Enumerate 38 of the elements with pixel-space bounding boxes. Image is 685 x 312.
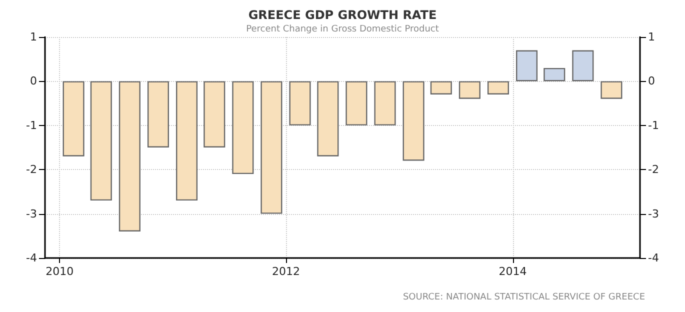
bar <box>260 81 282 214</box>
bar <box>458 81 480 99</box>
y-tick-label: -4 <box>26 252 37 264</box>
bar <box>176 81 198 201</box>
y2-tick-label: -2 <box>648 163 659 176</box>
bar <box>516 50 538 82</box>
source-note: SOURCE: NATIONAL STATISTICAL SERVICE OF GREECE <box>402 292 646 302</box>
bar <box>204 81 226 148</box>
y2-tick-label: -4 <box>648 252 659 264</box>
bar <box>402 81 424 161</box>
y2-tick-label: 0 <box>648 74 655 88</box>
y2-tick-label: -3 <box>648 207 659 220</box>
bar <box>118 81 140 232</box>
y-tick-label: 0 <box>30 74 37 88</box>
bar <box>487 81 509 94</box>
bar <box>289 81 311 126</box>
bar <box>544 68 566 82</box>
y-tick-label: -3 <box>26 207 37 220</box>
x-tick-label: 2010 <box>46 265 74 278</box>
bar <box>317 81 339 156</box>
bar <box>600 81 622 99</box>
y2-tick-label: 1 <box>648 30 655 44</box>
x-tick-label: 2014 <box>498 265 527 278</box>
y2-tick-label: -1 <box>648 118 659 132</box>
y-tick-label: -1 <box>26 118 37 132</box>
y-tick-label: 1 <box>30 30 37 44</box>
bar <box>90 81 112 201</box>
bar <box>346 81 368 126</box>
x-tick-label: 2012 <box>272 265 300 278</box>
bar <box>374 81 396 126</box>
chart-subtitle: Percent Change in Gross Domestic Product <box>246 24 440 34</box>
bar <box>430 81 452 94</box>
chart-title: GREECE GDP GROWTH RATE <box>248 8 437 22</box>
bar <box>147 81 169 148</box>
y-tick-label: -2 <box>26 163 37 176</box>
bar <box>572 50 594 82</box>
bar <box>232 81 254 174</box>
bar <box>62 81 84 156</box>
